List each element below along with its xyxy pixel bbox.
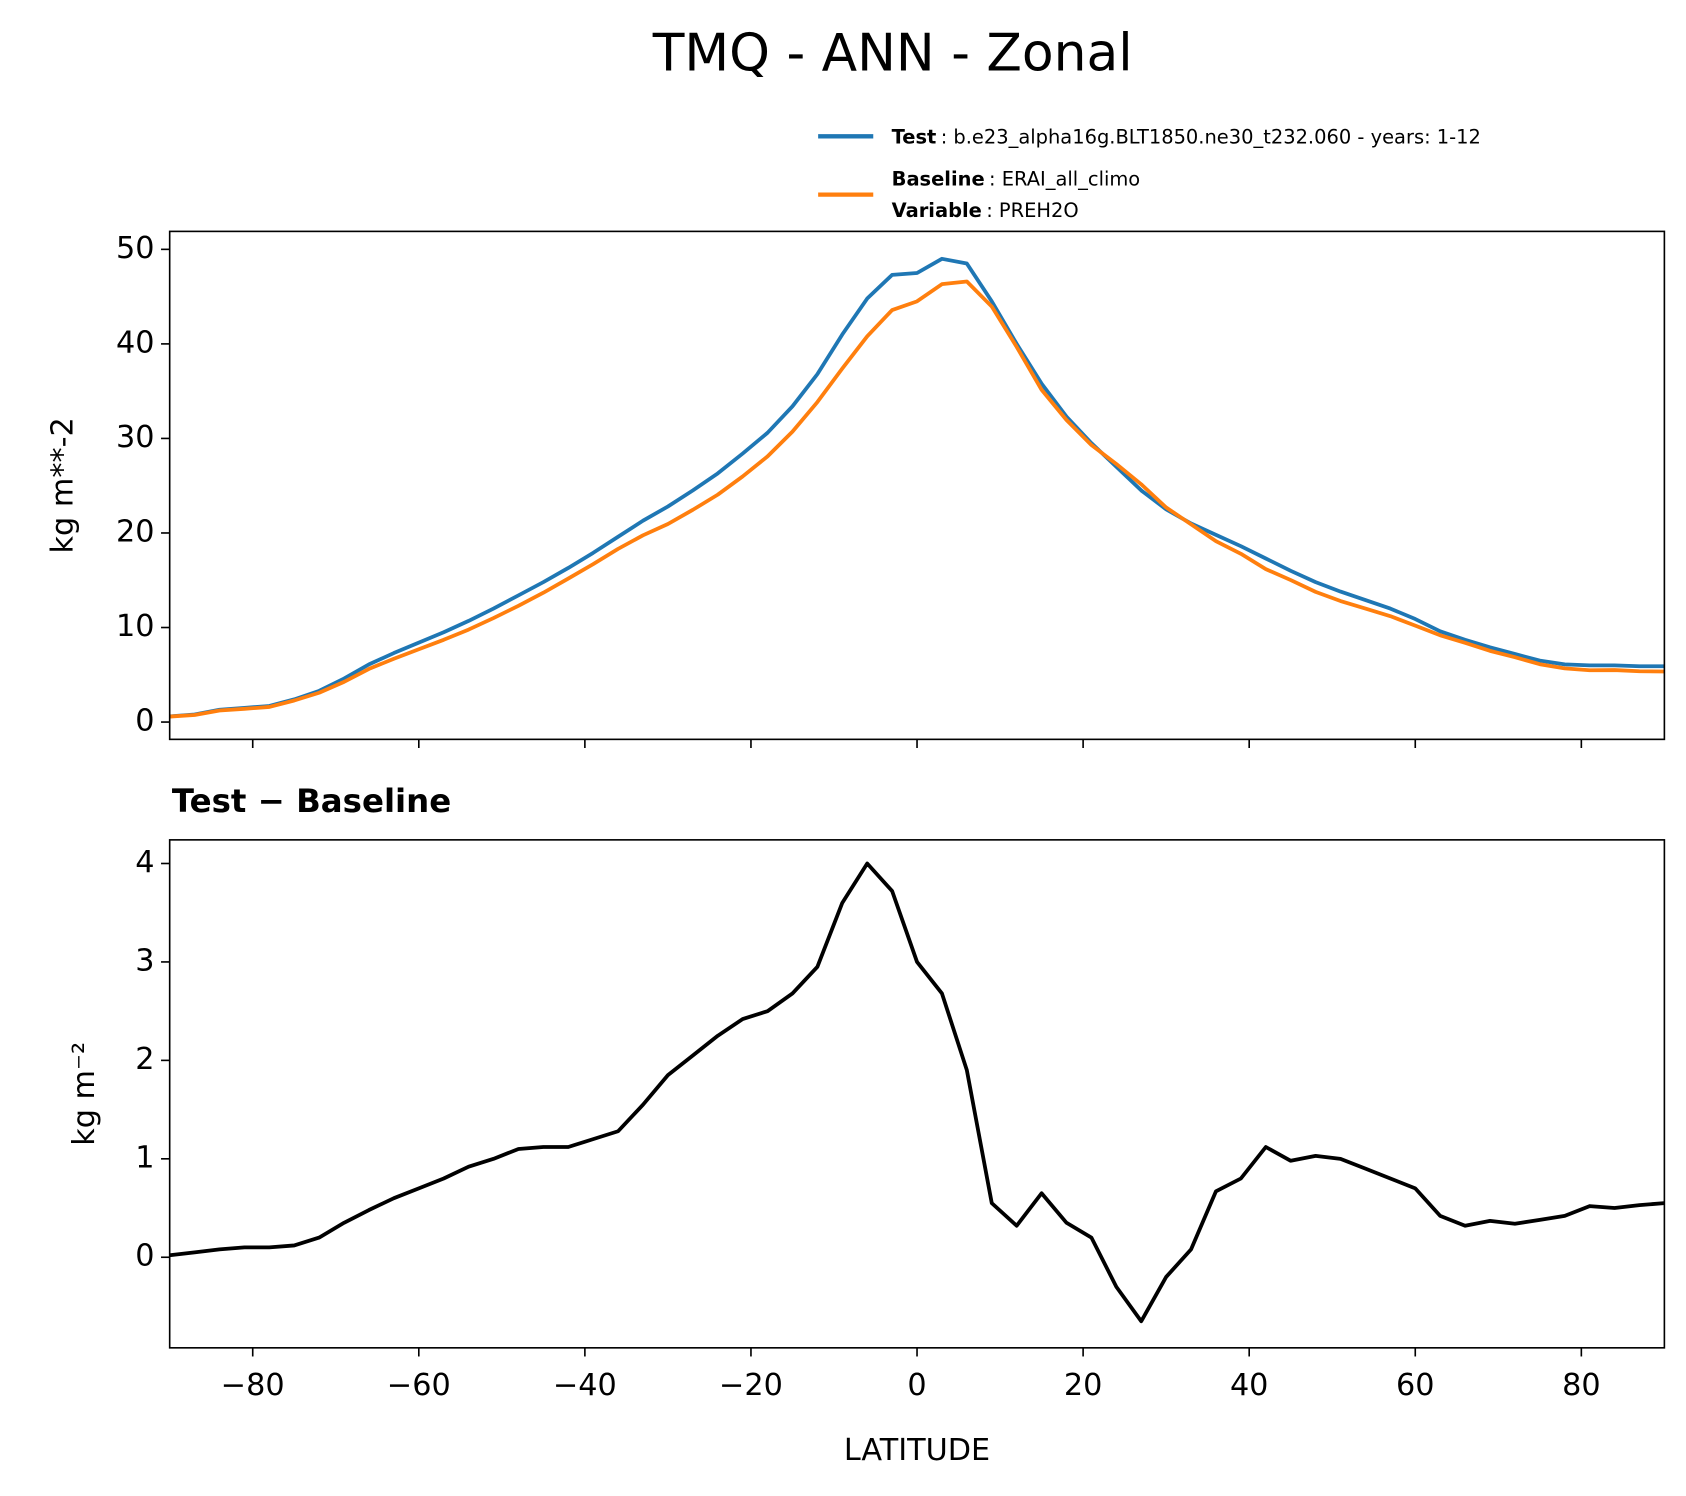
x-tick-label: 20 [1064, 1368, 1103, 1403]
legend-entry: Variable: PREH2O [892, 198, 1079, 221]
plot-frame [168, 839, 1666, 1349]
data-line [169, 861, 1665, 1324]
x-tick-label: 0 [907, 1368, 926, 1403]
subplot-title: Test − Baseline [172, 782, 451, 820]
data-line [169, 256, 1665, 719]
x-tick-label: −60 [387, 1368, 451, 1403]
x-axis-label: LATITUDE [844, 1433, 990, 1468]
plot-frame [168, 230, 1666, 741]
x-tick-label: −80 [221, 1368, 285, 1403]
legend-entry: Baseline: ERAI_all_climo [892, 167, 1141, 190]
x-tick-label: −20 [719, 1368, 783, 1403]
legend-name: Test [892, 125, 937, 148]
y-tick-label: 4 [135, 845, 154, 880]
y-tick-label: 2 [135, 1042, 154, 1077]
y-tick-label: 0 [135, 1239, 154, 1274]
legend: Test: b.e23_alpha16g.BLT1850.ne30_t232.0… [818, 125, 1481, 221]
y-axis-label: kg m**-2 [45, 417, 80, 553]
y-tick-label: 30 [116, 420, 155, 455]
y-tick-label: 1 [135, 1140, 154, 1175]
y-tick-label: 20 [116, 514, 155, 549]
y-tick-label: 0 [135, 704, 154, 739]
legend-entry: Test: b.e23_alpha16g.BLT1850.ne30_t232.0… [892, 125, 1481, 148]
x-tick-label: 80 [1562, 1368, 1601, 1403]
legend-name: Baseline [892, 167, 985, 190]
x-tick-label: −40 [553, 1368, 617, 1403]
y-tick-label: 40 [116, 325, 155, 360]
x-tick-label: 60 [1396, 1368, 1435, 1403]
legend-detail: : PREH2O [986, 198, 1079, 221]
y-tick-label: 3 [135, 943, 154, 978]
figure-title: TMQ - ANN - Zonal [652, 23, 1133, 83]
x-tick-label: 40 [1230, 1368, 1269, 1403]
y-tick-label: 50 [116, 231, 155, 266]
legend-detail: : b.e23_alpha16g.BLT1850.ne30_t232.060 -… [941, 125, 1481, 148]
legend-name: Variable [892, 198, 982, 221]
y-tick-label: 10 [116, 609, 155, 644]
legend-detail: : ERAI_all_climo [989, 167, 1140, 190]
data-line [169, 279, 1665, 719]
y-axis-label: kg m⁻² [67, 1042, 102, 1146]
